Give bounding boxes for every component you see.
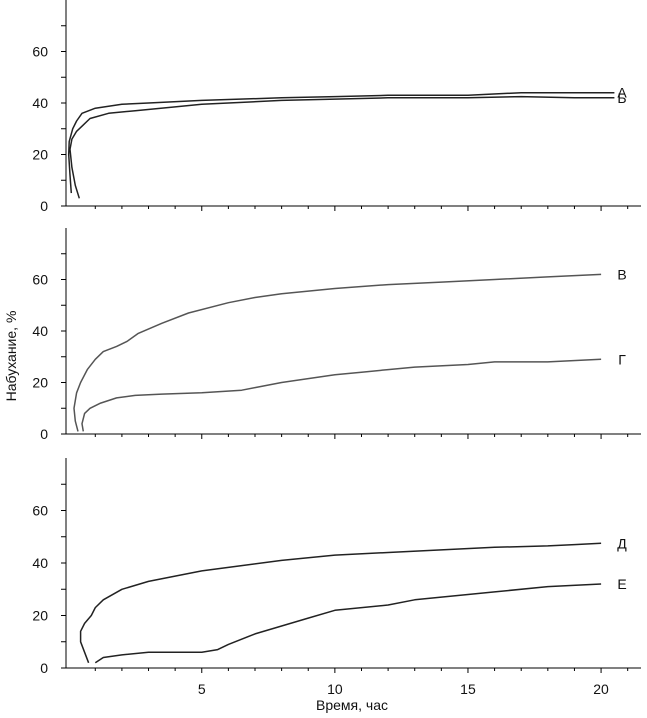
y-tick-label: 40 xyxy=(32,95,48,111)
series-line xyxy=(79,542,602,664)
y-tick-label: 40 xyxy=(32,323,48,339)
series-label: Е xyxy=(617,576,626,592)
y-tick-label: 20 xyxy=(32,147,48,163)
x-tick-label: 20 xyxy=(593,681,609,697)
series-line xyxy=(73,273,602,432)
series-label: Д xyxy=(617,535,627,551)
series-label: В xyxy=(617,266,626,282)
series-line xyxy=(69,95,615,199)
y-axis-title: Набухание, % xyxy=(3,311,19,402)
series-label: Г xyxy=(618,351,626,367)
series-line xyxy=(81,358,602,432)
x-tick-label: 5 xyxy=(198,681,206,697)
y-tick-label: 60 xyxy=(32,272,48,288)
y-tick-label: 0 xyxy=(40,426,48,442)
y-tick-label: 20 xyxy=(32,375,48,391)
y-tick-label: 0 xyxy=(40,198,48,214)
x-tick-label: 10 xyxy=(327,681,343,697)
x-tick-label: 15 xyxy=(460,681,476,697)
y-tick-label: 0 xyxy=(40,660,48,676)
series-label: А xyxy=(617,85,627,101)
x-axis-title: Время, час xyxy=(316,697,388,713)
series-label: Б xyxy=(617,90,626,106)
series-line xyxy=(67,91,615,194)
y-tick-label: 20 xyxy=(32,608,48,624)
y-tick-label: 40 xyxy=(32,555,48,571)
y-tick-label: 60 xyxy=(32,503,48,519)
series-line xyxy=(94,583,602,664)
y-tick-label: 60 xyxy=(32,44,48,60)
